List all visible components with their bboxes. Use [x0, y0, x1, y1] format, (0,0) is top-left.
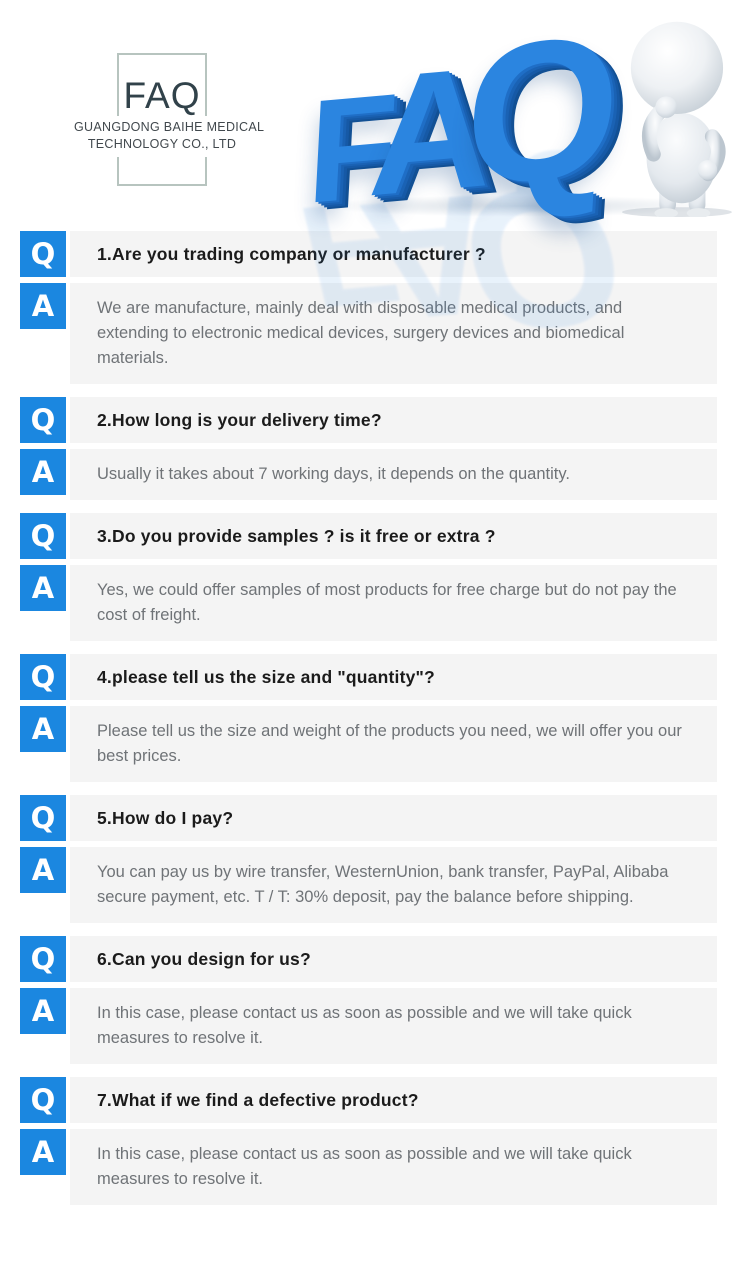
- question-bar: 6.Can you design for us?: [70, 936, 717, 982]
- question-badge-letter: Q: [30, 519, 56, 553]
- faq-item: Q 1.Are you trading company or manufactu…: [20, 231, 717, 384]
- faq-list: Q 1.Are you trading company or manufactu…: [0, 231, 750, 1205]
- question-bar: 7.What if we find a defective product?: [70, 1077, 717, 1123]
- answer-badge-letter: A: [31, 1135, 55, 1169]
- faq-3d-letters: F A Q: [300, 0, 626, 233]
- answer-badge-icon: A: [20, 449, 66, 495]
- question-badge-letter: Q: [30, 403, 56, 437]
- question-row: Q 5.How do I pay?: [20, 795, 717, 841]
- logo-faq-text: FAQ: [123, 75, 201, 116]
- answer-text: Please tell us the size and weight of th…: [97, 722, 682, 765]
- question-text: 1.Are you trading company or manufacture…: [97, 243, 486, 264]
- answer-row: A Please tell us the size and weight of …: [20, 706, 717, 782]
- faq-item: Q 4.please tell us the size and "quantit…: [20, 654, 717, 782]
- answer-text: Yes, we could offer samples of most prod…: [97, 581, 677, 624]
- answer-row: A Usually it takes about 7 working days,…: [20, 449, 717, 500]
- answer-text: You can pay us by wire transfer, Western…: [97, 863, 669, 906]
- company-name-line2: TECHNOLOGY CO., LTD: [87, 137, 237, 151]
- answer-panel: Usually it takes about 7 working days, i…: [70, 449, 717, 500]
- question-row: Q 6.Can you design for us?: [20, 936, 717, 982]
- answer-badge-icon: A: [20, 706, 66, 752]
- question-badge-letter: Q: [30, 660, 56, 694]
- answer-panel: You can pay us by wire transfer, Western…: [70, 847, 717, 923]
- faq-item: Q 3.Do you provide samples ? is it free …: [20, 513, 717, 641]
- answer-text: In this case, please contact us as soon …: [97, 1145, 632, 1188]
- answer-panel: Yes, we could offer samples of most prod…: [70, 565, 717, 641]
- answer-badge-icon: A: [20, 847, 66, 893]
- question-row: Q 2.How long is your delivery time?: [20, 397, 717, 443]
- question-badge-letter: Q: [30, 237, 56, 271]
- company-name-line1: GUANGDONG BAIHE MEDICAL: [74, 120, 265, 134]
- question-badge-letter: Q: [30, 1083, 56, 1117]
- answer-text: In this case, please contact us as soon …: [97, 1004, 632, 1047]
- answer-badge-icon: A: [20, 988, 66, 1034]
- answer-text: We are manufacture, mainly deal with dis…: [97, 299, 625, 367]
- answer-panel: We are manufacture, mainly deal with dis…: [70, 283, 717, 384]
- company-name: GUANGDONG BAIHE MEDICAL TECHNOLOGY CO., …: [74, 116, 265, 157]
- question-row: Q 1.Are you trading company or manufactu…: [20, 231, 717, 277]
- question-badge-icon: Q: [20, 231, 66, 277]
- banner-shadow: [320, 195, 720, 217]
- question-text: 5.How do I pay?: [97, 807, 234, 828]
- faq-3d-banner: F A Q F A Q: [286, 0, 750, 374]
- answer-row: A We are manufacture, mainly deal with d…: [20, 283, 717, 384]
- answer-badge-letter: A: [31, 712, 55, 746]
- answer-panel: Please tell us the size and weight of th…: [70, 706, 717, 782]
- question-bar: 5.How do I pay?: [70, 795, 717, 841]
- question-badge-icon: Q: [20, 654, 66, 700]
- question-row: Q 3.Do you provide samples ? is it free …: [20, 513, 717, 559]
- faq-item: Q 6.Can you design for us? A In this cas…: [20, 936, 717, 1064]
- answer-row: A Yes, we could offer samples of most pr…: [20, 565, 717, 641]
- faq-item: Q 7.What if we find a defective product?…: [20, 1077, 717, 1205]
- question-badge-icon: Q: [20, 936, 66, 982]
- question-bar: 4.please tell us the size and "quantity"…: [70, 654, 717, 700]
- question-badge-icon: Q: [20, 513, 66, 559]
- question-row: Q 7.What if we find a defective product?: [20, 1077, 717, 1123]
- banner-letter-q: Q: [460, 0, 626, 229]
- question-badge-icon: Q: [20, 795, 66, 841]
- answer-row: A In this case, please contact us as soo…: [20, 1129, 717, 1205]
- question-badge-letter: Q: [30, 801, 56, 835]
- answer-badge-letter: A: [31, 853, 55, 887]
- answer-panel: In this case, please contact us as soon …: [70, 1129, 717, 1205]
- answer-badge-letter: A: [31, 571, 55, 605]
- question-badge-icon: Q: [20, 397, 66, 443]
- answer-row: A In this case, please contact us as soo…: [20, 988, 717, 1064]
- answer-row: A You can pay us by wire transfer, Weste…: [20, 847, 717, 923]
- answer-badge-letter: A: [31, 289, 55, 323]
- answer-badge-icon: A: [20, 283, 66, 329]
- question-text: 6.Can you design for us?: [97, 948, 311, 969]
- thinking-person-figure-icon: [622, 21, 732, 217]
- answer-badge-icon: A: [20, 565, 66, 611]
- answer-badge-icon: A: [20, 1129, 66, 1175]
- question-badge-icon: Q: [20, 1077, 66, 1123]
- question-text: 4.please tell us the size and "quantity"…: [97, 666, 435, 687]
- answer-panel: In this case, please contact us as soon …: [70, 988, 717, 1064]
- faq-item: Q 2.How long is your delivery time? A Us…: [20, 397, 717, 500]
- company-logo: FAQ GUANGDONG BAIHE MEDICAL TECHNOLOGY C…: [74, 50, 265, 190]
- question-badge-letter: Q: [30, 942, 56, 976]
- question-text: 7.What if we find a defective product?: [97, 1089, 419, 1110]
- question-bar: 2.How long is your delivery time?: [70, 397, 717, 443]
- answer-badge-letter: A: [31, 455, 55, 489]
- answer-text: Usually it takes about 7 working days, i…: [97, 465, 570, 483]
- question-row: Q 4.please tell us the size and "quantit…: [20, 654, 717, 700]
- question-text: 2.How long is your delivery time?: [97, 409, 382, 430]
- answer-badge-letter: A: [31, 994, 55, 1028]
- question-bar: 1.Are you trading company or manufacture…: [70, 231, 717, 277]
- question-bar: 3.Do you provide samples ? is it free or…: [70, 513, 717, 559]
- question-text: 3.Do you provide samples ? is it free or…: [97, 525, 496, 546]
- page-header: FAQ GUANGDONG BAIHE MEDICAL TECHNOLOGY C…: [0, 0, 750, 374]
- faq-item: Q 5.How do I pay? A You can pay us by wi…: [20, 795, 717, 923]
